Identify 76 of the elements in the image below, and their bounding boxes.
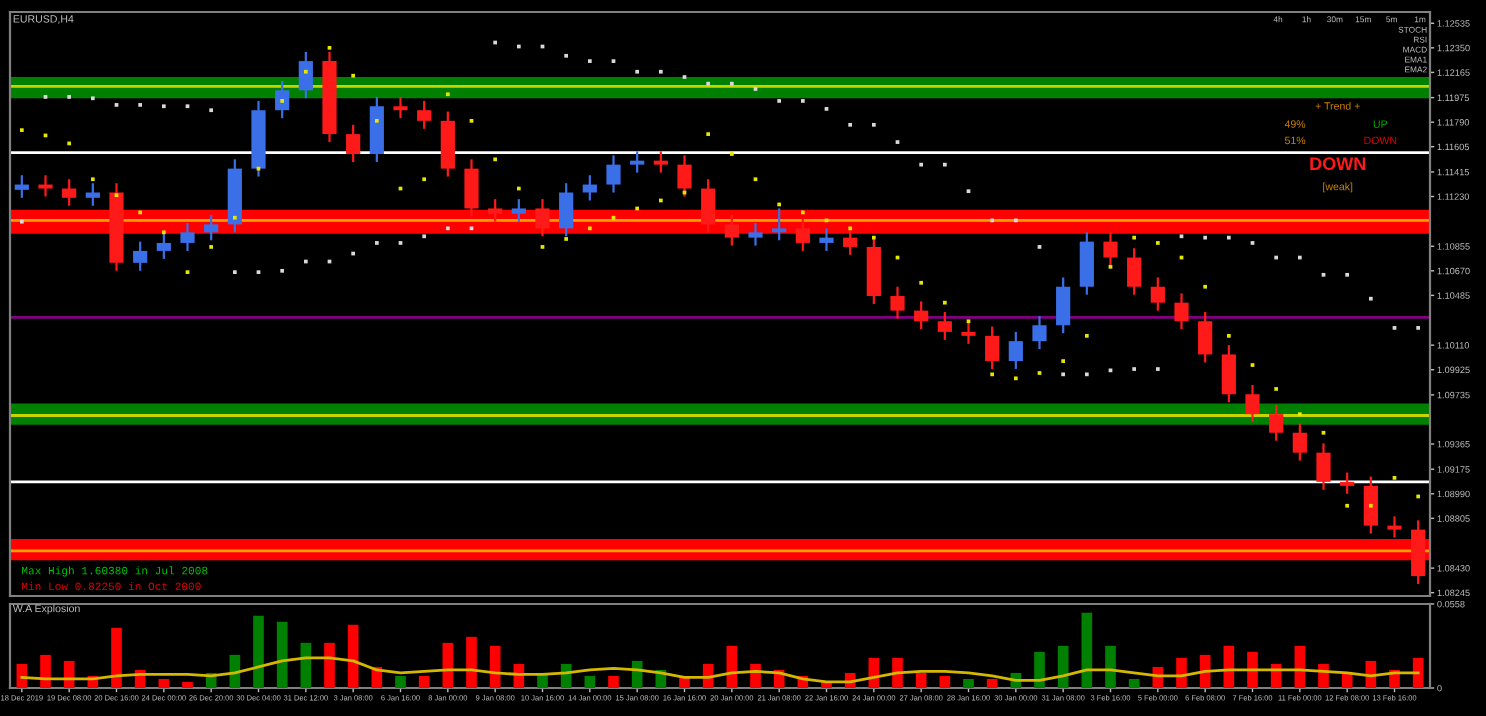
candlestick [819,227,834,253]
candlestick [1079,231,1094,296]
candlestick [298,50,313,100]
candlestick [1269,403,1284,442]
candlestick [985,325,1000,371]
candlestick [795,217,810,253]
bar [939,675,951,688]
candlestick [890,285,905,320]
candlestick [1387,515,1402,539]
bar [915,672,927,688]
candlestick [772,207,787,242]
bar [584,675,596,688]
candlestick [346,123,361,164]
bar [1081,612,1093,688]
candlestick [369,95,384,164]
candlestick [511,198,526,223]
candlestick [1411,519,1426,586]
bar [40,654,51,688]
candlestick [14,174,29,199]
candlestick [1316,442,1331,491]
bar [158,678,170,688]
line-series [20,656,1420,684]
candlestick [133,240,148,272]
candlestick [606,154,621,194]
candlestick [582,174,597,202]
candlestick [1056,276,1071,335]
bar [1034,651,1045,688]
candlestick [62,178,77,207]
candlestick [180,221,195,253]
candlestick [156,232,171,260]
candlestick [1032,314,1047,351]
bar [466,636,477,688]
candlestick [1221,344,1236,404]
candlestick [440,110,455,178]
candlestick [937,310,952,341]
candlestick [1008,330,1023,371]
candlestick [559,182,574,238]
bar [608,675,619,688]
candlestick [1174,292,1189,331]
candlestick [1150,276,1165,312]
bar [182,681,193,688]
candlestick [275,79,290,120]
candlestick [630,150,645,174]
candlestick [38,174,53,198]
candlestick [488,198,503,223]
candlestick [1127,247,1142,296]
candlestick [724,213,739,247]
bar [276,621,288,688]
candlestick [1198,310,1213,364]
candlestick [914,300,929,331]
candlestick [393,95,408,120]
bar [253,615,264,688]
bar [1247,651,1258,688]
bar [324,642,335,688]
candlestick [464,158,479,218]
bar [1128,678,1140,688]
bar [395,675,406,688]
bar [1105,645,1116,688]
candlestick [1340,471,1355,495]
candlestick [701,178,716,234]
candlestick [653,150,668,174]
bar [963,678,974,688]
candlestick [1245,383,1260,424]
candlestick [417,99,432,130]
bar [418,675,430,688]
bar [111,627,122,688]
annotation: DOWN [1310,157,1366,171]
candlestick [843,227,858,256]
candlestick [1292,422,1307,462]
bar [1176,657,1187,688]
candlestick [85,182,100,207]
bar [986,678,998,688]
candlestick [204,213,219,242]
candlestick [535,198,550,238]
candlestick [1363,475,1378,535]
candlestick [748,221,763,247]
